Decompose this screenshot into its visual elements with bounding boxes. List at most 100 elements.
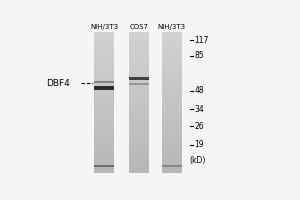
Bar bbox=[129, 60, 149, 65]
Text: COS7: COS7 bbox=[130, 24, 149, 30]
Bar bbox=[162, 163, 182, 168]
Bar bbox=[94, 98, 114, 103]
Bar bbox=[162, 51, 182, 56]
Bar bbox=[129, 42, 149, 46]
Bar bbox=[162, 65, 182, 70]
Bar bbox=[94, 145, 114, 149]
Bar bbox=[129, 46, 149, 51]
Bar bbox=[94, 149, 114, 154]
Bar bbox=[162, 79, 182, 84]
Bar bbox=[129, 163, 149, 168]
Bar bbox=[129, 77, 149, 80]
Bar bbox=[129, 56, 149, 60]
Bar bbox=[94, 159, 114, 163]
Bar bbox=[94, 86, 114, 90]
Text: 48: 48 bbox=[194, 86, 204, 95]
Bar bbox=[94, 154, 114, 159]
Bar bbox=[162, 149, 182, 154]
Text: 117: 117 bbox=[194, 36, 209, 45]
Bar bbox=[129, 145, 149, 149]
Bar bbox=[94, 60, 114, 65]
Bar bbox=[162, 93, 182, 98]
Bar bbox=[162, 37, 182, 42]
Bar bbox=[162, 135, 182, 140]
Bar bbox=[129, 79, 149, 84]
Bar bbox=[162, 126, 182, 131]
Text: DBF4: DBF4 bbox=[46, 79, 69, 88]
Bar bbox=[94, 103, 114, 107]
Bar bbox=[94, 46, 114, 51]
Bar bbox=[129, 140, 149, 145]
Bar bbox=[162, 145, 182, 149]
Bar bbox=[162, 98, 182, 103]
Bar bbox=[94, 163, 114, 168]
Bar bbox=[162, 117, 182, 121]
Bar bbox=[94, 89, 114, 93]
Bar bbox=[162, 107, 182, 112]
Bar bbox=[129, 51, 149, 56]
Bar bbox=[94, 65, 114, 70]
Bar bbox=[162, 46, 182, 51]
Bar bbox=[94, 165, 114, 167]
Bar bbox=[129, 32, 149, 37]
Bar bbox=[94, 121, 114, 126]
Bar bbox=[162, 165, 182, 167]
Bar bbox=[94, 107, 114, 112]
Bar bbox=[129, 70, 149, 75]
Bar bbox=[94, 42, 114, 46]
Bar bbox=[129, 89, 149, 93]
Bar bbox=[94, 70, 114, 75]
Bar bbox=[129, 149, 149, 154]
Bar bbox=[162, 60, 182, 65]
Bar bbox=[94, 75, 114, 79]
Bar bbox=[129, 126, 149, 131]
Bar bbox=[94, 51, 114, 56]
Bar bbox=[94, 32, 114, 37]
Bar bbox=[94, 168, 114, 173]
Text: NIH/3T3: NIH/3T3 bbox=[158, 24, 186, 30]
Bar bbox=[94, 135, 114, 140]
Bar bbox=[129, 168, 149, 173]
Bar bbox=[162, 75, 182, 79]
Bar bbox=[129, 103, 149, 107]
Bar bbox=[129, 107, 149, 112]
Bar bbox=[162, 131, 182, 135]
Text: NIH/3T3: NIH/3T3 bbox=[90, 24, 118, 30]
Bar bbox=[94, 56, 114, 60]
Bar bbox=[129, 98, 149, 103]
Bar bbox=[94, 79, 114, 84]
Bar bbox=[94, 126, 114, 131]
Bar bbox=[162, 154, 182, 159]
Bar bbox=[94, 81, 114, 83]
Bar bbox=[162, 89, 182, 93]
Bar bbox=[162, 70, 182, 75]
Text: 34: 34 bbox=[194, 105, 204, 114]
Bar bbox=[94, 131, 114, 135]
Bar bbox=[129, 37, 149, 42]
Bar bbox=[162, 103, 182, 107]
Bar bbox=[129, 84, 149, 89]
Bar bbox=[162, 112, 182, 117]
Text: 26: 26 bbox=[194, 122, 204, 131]
Bar bbox=[162, 84, 182, 89]
Bar bbox=[129, 154, 149, 159]
Bar bbox=[94, 112, 114, 117]
Bar bbox=[129, 65, 149, 70]
Text: (kD): (kD) bbox=[190, 156, 206, 165]
Bar bbox=[94, 84, 114, 89]
Bar bbox=[94, 93, 114, 98]
Bar bbox=[162, 121, 182, 126]
Bar bbox=[162, 140, 182, 145]
Bar bbox=[129, 93, 149, 98]
Bar bbox=[129, 83, 149, 85]
Bar bbox=[129, 121, 149, 126]
Bar bbox=[162, 32, 182, 37]
Bar bbox=[129, 135, 149, 140]
Bar bbox=[162, 159, 182, 163]
Bar bbox=[162, 42, 182, 46]
Bar bbox=[94, 140, 114, 145]
Bar bbox=[94, 117, 114, 121]
Text: 19: 19 bbox=[194, 140, 204, 149]
Bar bbox=[129, 75, 149, 79]
Bar bbox=[129, 117, 149, 121]
